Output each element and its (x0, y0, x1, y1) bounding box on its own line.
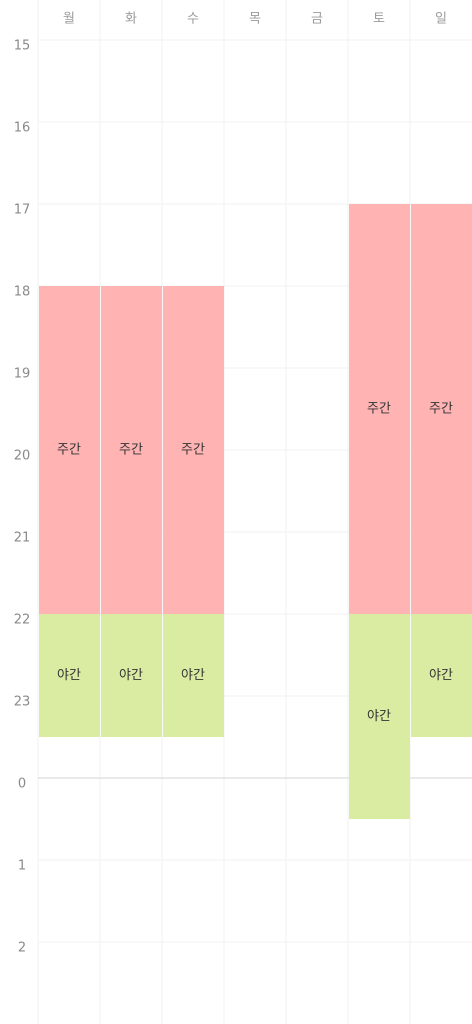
hour-label: 19 (14, 367, 31, 382)
shift-label: 주간 (429, 402, 453, 417)
shift-label: 주간 (181, 443, 205, 458)
shift-label: 주간 (57, 443, 81, 458)
shift-block[interactable] (39, 286, 100, 614)
day-header: 일 (435, 12, 447, 27)
day-header: 목 (249, 12, 261, 27)
shift-label: 야간 (429, 668, 453, 683)
day-header: 월 (63, 12, 75, 27)
shift-block[interactable] (349, 614, 410, 819)
shift-label: 주간 (367, 402, 391, 417)
shift-block[interactable] (101, 614, 162, 737)
hour-label: 23 (14, 695, 31, 710)
hour-label: 18 (14, 285, 31, 300)
shift-block[interactable] (163, 614, 224, 737)
hour-label: 21 (14, 531, 31, 546)
shift-label: 야간 (57, 668, 81, 683)
hour-label: 22 (14, 613, 31, 628)
day-header: 수 (187, 12, 199, 27)
day-header: 화 (125, 12, 137, 27)
day-header: 금 (311, 12, 323, 27)
hour-label: 20 (14, 449, 31, 464)
hour-label: 2 (18, 941, 26, 956)
shift-block[interactable] (39, 614, 100, 737)
day-header: 토 (373, 12, 385, 27)
shift-block[interactable] (411, 614, 472, 737)
shift-block[interactable] (163, 286, 224, 614)
shift-label: 야간 (367, 709, 391, 724)
hour-label: 16 (14, 121, 31, 136)
shift-block[interactable] (101, 286, 162, 614)
shift-label: 야간 (181, 668, 205, 683)
hour-label: 1 (18, 859, 26, 874)
hour-label: 15 (14, 39, 31, 54)
hour-label: 0 (18, 777, 26, 792)
shift-block[interactable] (411, 204, 472, 614)
hour-label: 17 (14, 203, 31, 218)
shift-label: 야간 (119, 668, 143, 683)
shift-label: 주간 (119, 443, 143, 458)
shift-block[interactable] (349, 204, 410, 614)
